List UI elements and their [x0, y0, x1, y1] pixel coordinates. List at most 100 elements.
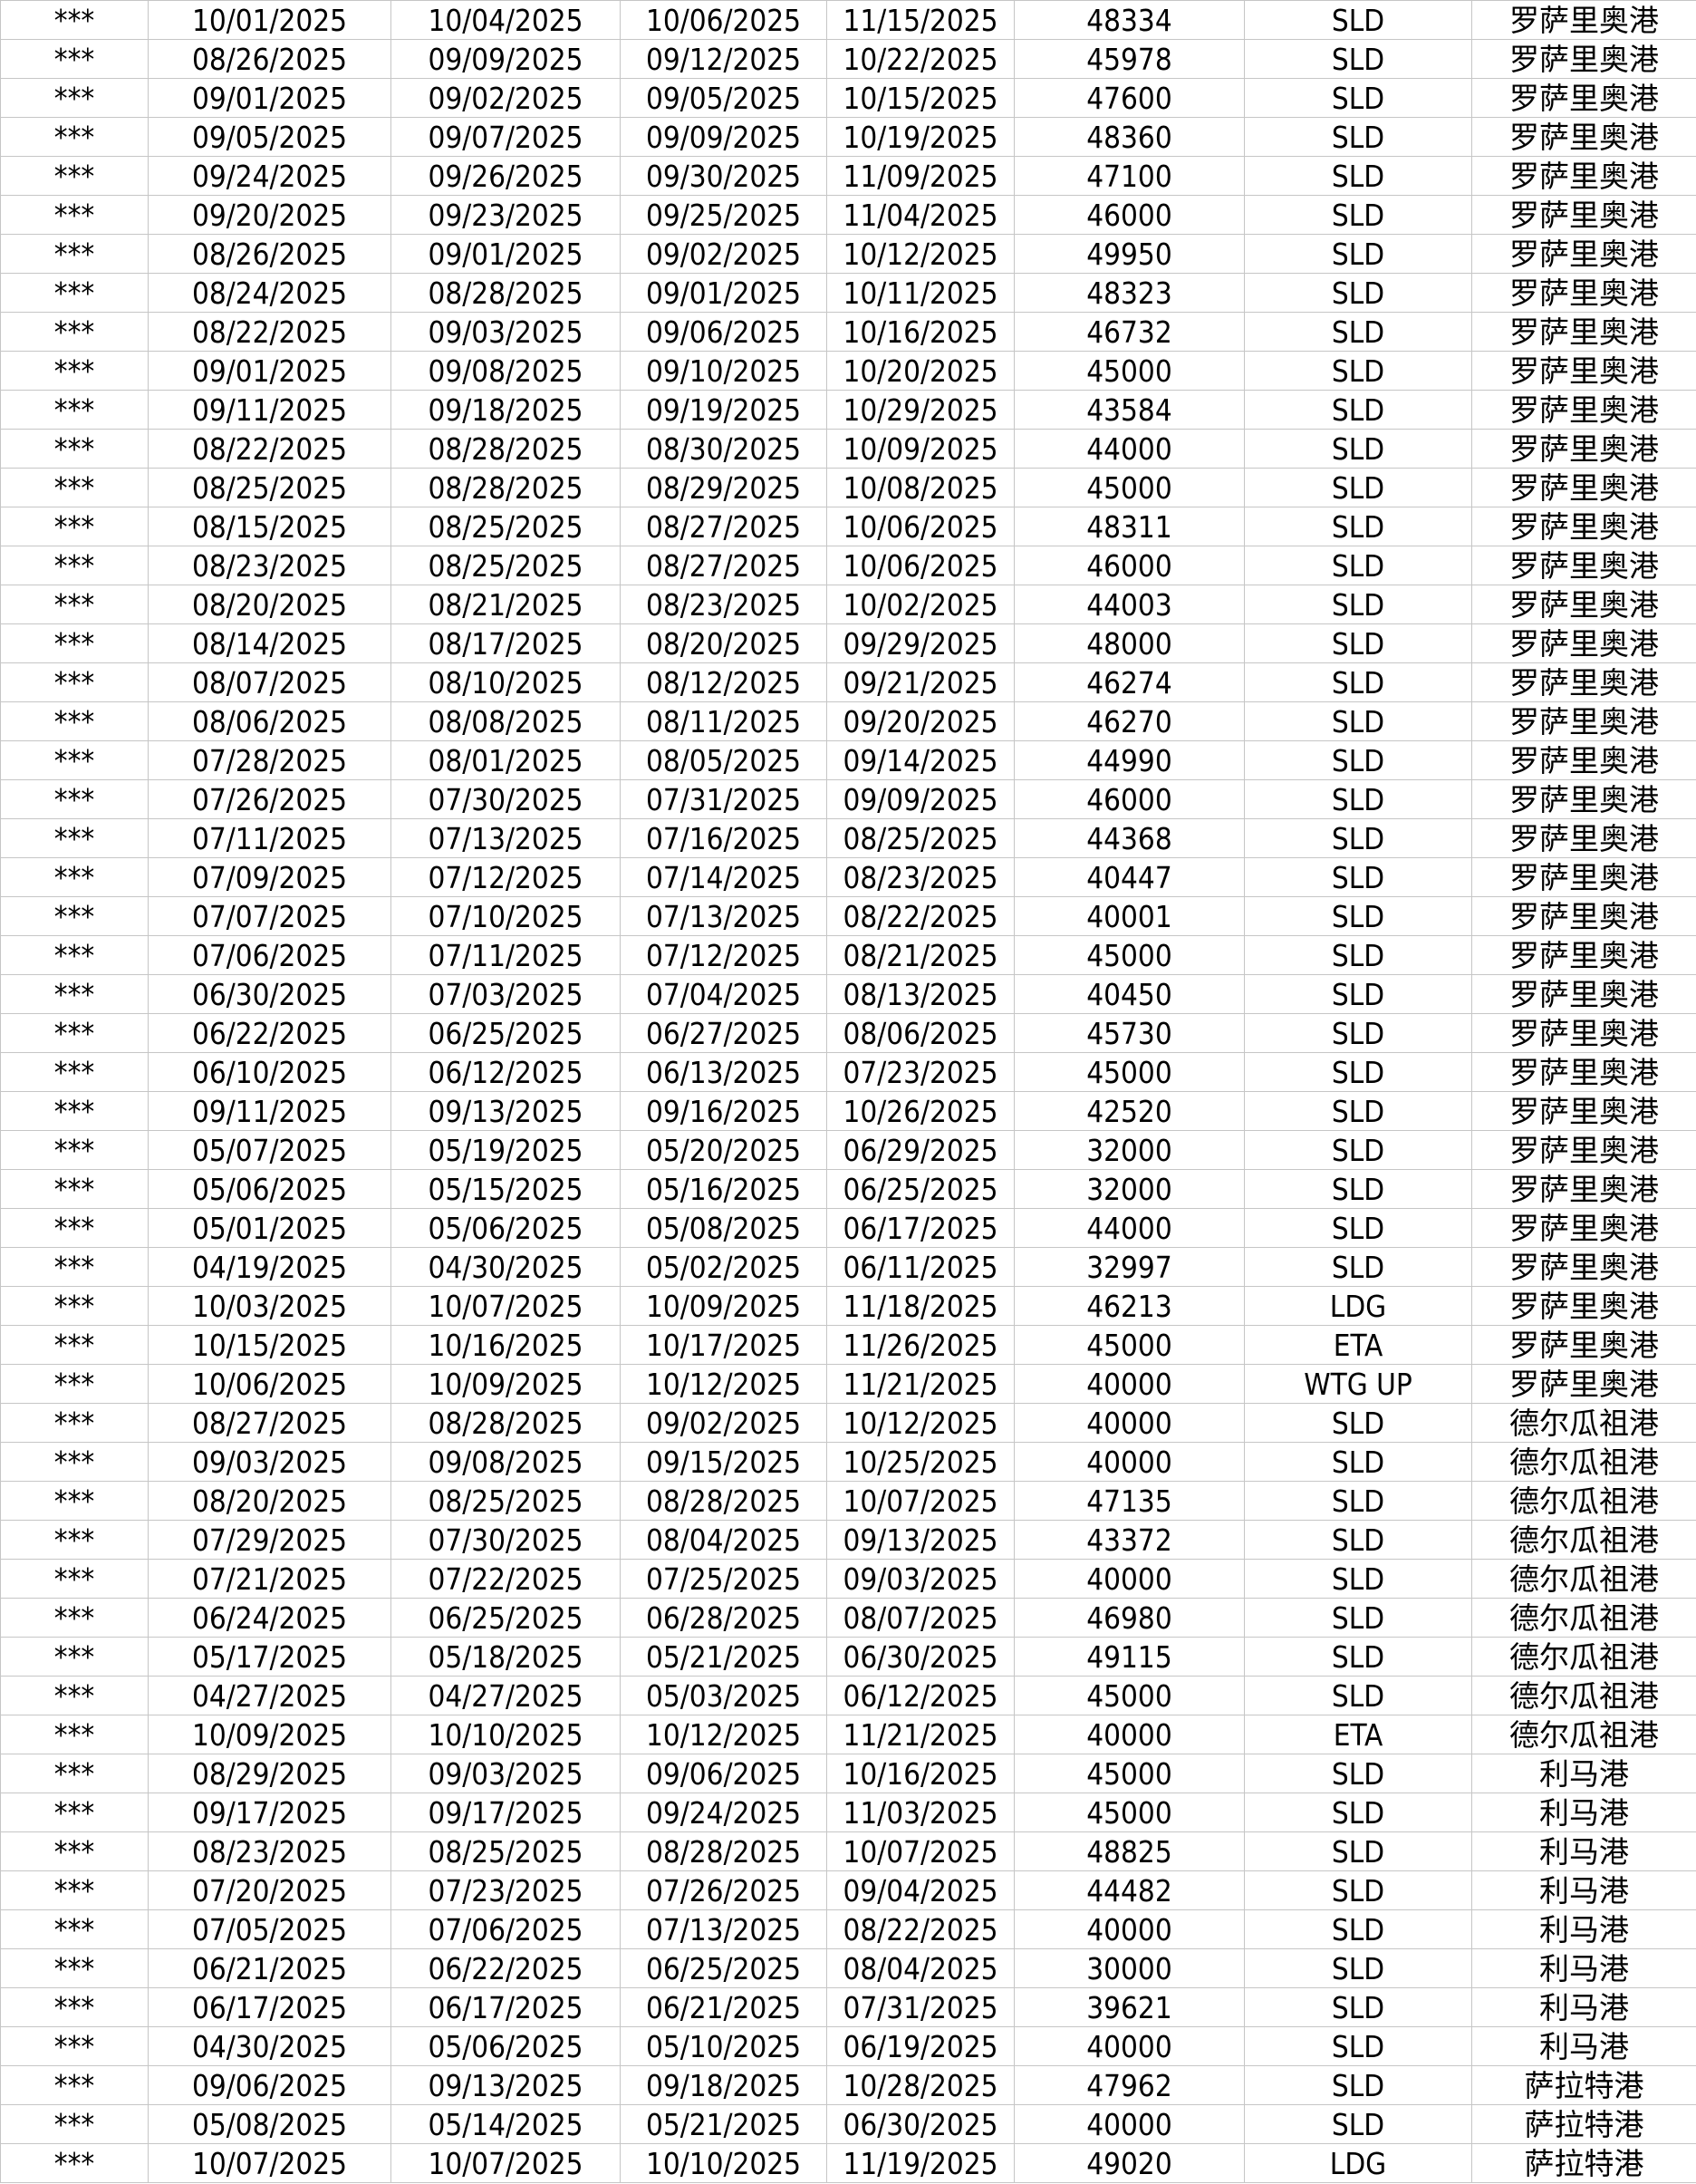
port-cell: 德尔瓜祖港: [1471, 1442, 1696, 1482]
masked-cell: ***: [0, 1208, 149, 1248]
status-cell: SLD: [1244, 974, 1472, 1014]
date-1-cell: 07/21/2025: [148, 1559, 391, 1599]
port-cell: 罗萨里奥港: [1471, 1052, 1696, 1092]
table-row: *** 07/20/2025 07/23/2025 07/26/2025 09/04/2…: [0, 1870, 1696, 1910]
masked-cell: ***: [0, 1130, 149, 1170]
table-row: *** 10/15/2025 10/16/2025 10/17/2025 11/26/2…: [0, 1325, 1696, 1365]
date-1-cell: 09/17/2025: [148, 1793, 391, 1832]
date-3-cell: 07/13/2025: [620, 896, 827, 936]
date-3-cell: 09/19/2025: [620, 390, 827, 430]
port-cell: 罗萨里奥港: [1471, 974, 1696, 1014]
status-cell: SLD: [1244, 1013, 1472, 1053]
date-2-cell: 08/28/2025: [390, 429, 621, 469]
port-cell: 罗萨里奥港: [1471, 857, 1696, 897]
masked-cell: ***: [0, 623, 149, 663]
date-3-cell: 09/30/2025: [620, 156, 827, 196]
date-2-cell: 07/06/2025: [390, 1909, 621, 1949]
date-2-cell: 09/17/2025: [390, 1793, 621, 1832]
quantity-cell: 48360: [1014, 117, 1245, 157]
date-1-cell: 08/24/2025: [148, 273, 391, 313]
date-3-cell: 05/08/2025: [620, 1208, 827, 1248]
date-4-cell: 10/20/2025: [826, 351, 1015, 391]
masked-cell: ***: [0, 1831, 149, 1871]
date-1-cell: 05/06/2025: [148, 1169, 391, 1209]
status-cell: ETA: [1244, 1715, 1472, 1754]
date-4-cell: 09/29/2025: [826, 623, 1015, 663]
quantity-cell: 45000: [1014, 1793, 1245, 1832]
date-3-cell: 08/05/2025: [620, 740, 827, 780]
port-cell: 罗萨里奥港: [1471, 1169, 1696, 1209]
status-cell: SLD: [1244, 585, 1472, 624]
status-cell: SLD: [1244, 2026, 1472, 2066]
masked-cell: ***: [0, 468, 149, 507]
date-4-cell: 10/29/2025: [826, 390, 1015, 430]
date-1-cell: 05/08/2025: [148, 2104, 391, 2144]
date-1-cell: 08/25/2025: [148, 468, 391, 507]
date-1-cell: 08/22/2025: [148, 429, 391, 469]
date-1-cell: 07/05/2025: [148, 1909, 391, 1949]
quantity-cell: 40000: [1014, 1559, 1245, 1599]
date-4-cell: 10/25/2025: [826, 1442, 1015, 1482]
table-row: *** 08/15/2025 08/25/2025 08/27/2025 10/06/2…: [0, 507, 1696, 546]
status-cell: SLD: [1244, 117, 1472, 157]
date-4-cell: 06/29/2025: [826, 1130, 1015, 1170]
port-cell: 罗萨里奥港: [1471, 1364, 1696, 1404]
date-3-cell: 07/26/2025: [620, 1870, 827, 1910]
date-4-cell: 09/09/2025: [826, 779, 1015, 819]
quantity-cell: 45000: [1014, 1052, 1245, 1092]
port-cell: 萨拉特港: [1471, 2065, 1696, 2105]
date-3-cell: 09/02/2025: [620, 234, 827, 274]
table-row: *** 10/03/2025 10/07/2025 10/09/2025 11/18/2…: [0, 1286, 1696, 1326]
quantity-cell: 46000: [1014, 195, 1245, 235]
table-row: *** 08/26/2025 09/01/2025 09/02/2025 10/12/2…: [0, 234, 1696, 274]
date-1-cell: 08/23/2025: [148, 546, 391, 585]
quantity-cell: 47600: [1014, 78, 1245, 118]
quantity-cell: 40001: [1014, 896, 1245, 936]
quantity-cell: 40000: [1014, 1364, 1245, 1404]
table-row: *** 08/29/2025 09/03/2025 09/06/2025 10/16/2…: [0, 1754, 1696, 1793]
date-1-cell: 08/23/2025: [148, 1831, 391, 1871]
date-2-cell: 05/06/2025: [390, 2026, 621, 2066]
table-row: *** 08/23/2025 08/25/2025 08/27/2025 10/06/2…: [0, 546, 1696, 585]
quantity-cell: 46000: [1014, 779, 1245, 819]
status-cell: SLD: [1244, 78, 1472, 118]
status-cell: SLD: [1244, 1481, 1472, 1521]
status-cell: SLD: [1244, 468, 1472, 507]
table-row: *** 05/01/2025 05/06/2025 05/08/2025 06/17/2…: [0, 1208, 1696, 1248]
port-cell: 德尔瓜祖港: [1471, 1637, 1696, 1677]
date-3-cell: 08/27/2025: [620, 546, 827, 585]
masked-cell: ***: [0, 429, 149, 469]
date-1-cell: 07/06/2025: [148, 935, 391, 975]
port-cell: 利马港: [1471, 2026, 1696, 2066]
table-row: *** 09/24/2025 09/26/2025 09/30/2025 11/09/2…: [0, 156, 1696, 196]
masked-cell: ***: [0, 740, 149, 780]
masked-cell: ***: [0, 1987, 149, 2027]
date-3-cell: 07/25/2025: [620, 1559, 827, 1599]
masked-cell: ***: [0, 1403, 149, 1443]
quantity-cell: 47135: [1014, 1481, 1245, 1521]
date-1-cell: 09/11/2025: [148, 390, 391, 430]
table-row: *** 09/17/2025 09/17/2025 09/24/2025 11/03/2…: [0, 1793, 1696, 1832]
date-1-cell: 05/01/2025: [148, 1208, 391, 1248]
port-cell: 罗萨里奥港: [1471, 39, 1696, 79]
date-4-cell: 10/07/2025: [826, 1831, 1015, 1871]
masked-cell: ***: [0, 507, 149, 546]
date-1-cell: 08/20/2025: [148, 585, 391, 624]
date-3-cell: 07/16/2025: [620, 818, 827, 858]
quantity-cell: 48323: [1014, 273, 1245, 313]
date-3-cell: 06/28/2025: [620, 1598, 827, 1638]
table-row: *** 09/05/2025 09/07/2025 09/09/2025 10/19/2…: [0, 117, 1696, 157]
date-4-cell: 11/21/2025: [826, 1364, 1015, 1404]
status-cell: SLD: [1244, 39, 1472, 79]
quantity-cell: 49020: [1014, 2143, 1245, 2183]
date-4-cell: 08/22/2025: [826, 1909, 1015, 1949]
date-4-cell: 09/03/2025: [826, 1559, 1015, 1599]
date-3-cell: 07/31/2025: [620, 779, 827, 819]
date-1-cell: 08/20/2025: [148, 1481, 391, 1521]
date-3-cell: 07/14/2025: [620, 857, 827, 897]
date-4-cell: 09/20/2025: [826, 701, 1015, 741]
status-cell: SLD: [1244, 935, 1472, 975]
port-cell: 利马港: [1471, 1793, 1696, 1832]
masked-cell: ***: [0, 1169, 149, 1209]
date-4-cell: 10/08/2025: [826, 468, 1015, 507]
